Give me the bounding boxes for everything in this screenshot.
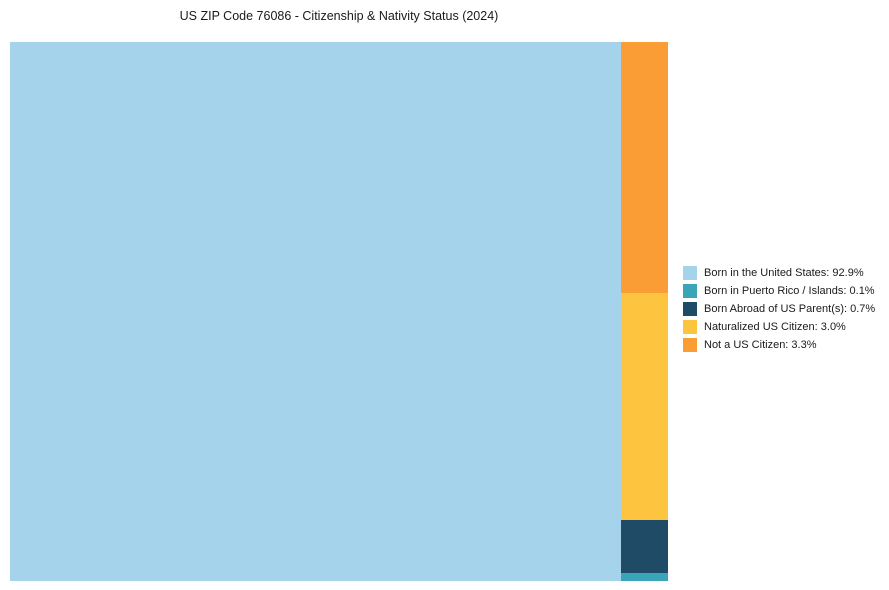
treemap-segment [621,573,668,581]
legend-swatch [683,320,697,334]
treemap-column [621,42,668,581]
legend-item: Born in the United States: 92.9% [683,266,875,280]
legend-item: Born in Puerto Rico / Islands: 0.1% [683,284,875,298]
legend-item: Not a US Citizen: 3.3% [683,338,875,352]
treemap-segment [621,292,668,521]
treemap-segment-main [10,42,622,581]
legend-swatch [683,302,697,316]
legend-swatch [683,284,697,298]
legend-item: Naturalized US Citizen: 3.0% [683,320,875,334]
legend-label: Not a US Citizen: 3.3% [704,339,817,351]
legend-swatch [683,338,697,352]
legend: Born in the United States: 92.9% Born in … [683,266,875,352]
legend-label: Born in Puerto Rico / Islands: 0.1% [704,285,875,297]
legend-label: Naturalized US Citizen: 3.0% [704,321,846,333]
treemap-segment [621,42,668,293]
legend-label: Born in the United States: 92.9% [704,267,864,279]
legend-label: Born Abroad of US Parent(s): 0.7% [704,303,876,315]
chart-title: US ZIP Code 76086 - Citizenship & Nativi… [179,9,499,23]
legend-swatch [683,266,697,280]
treemap [10,42,668,581]
legend-item: Born Abroad of US Parent(s): 0.7% [683,302,875,316]
treemap-segment [621,520,668,574]
